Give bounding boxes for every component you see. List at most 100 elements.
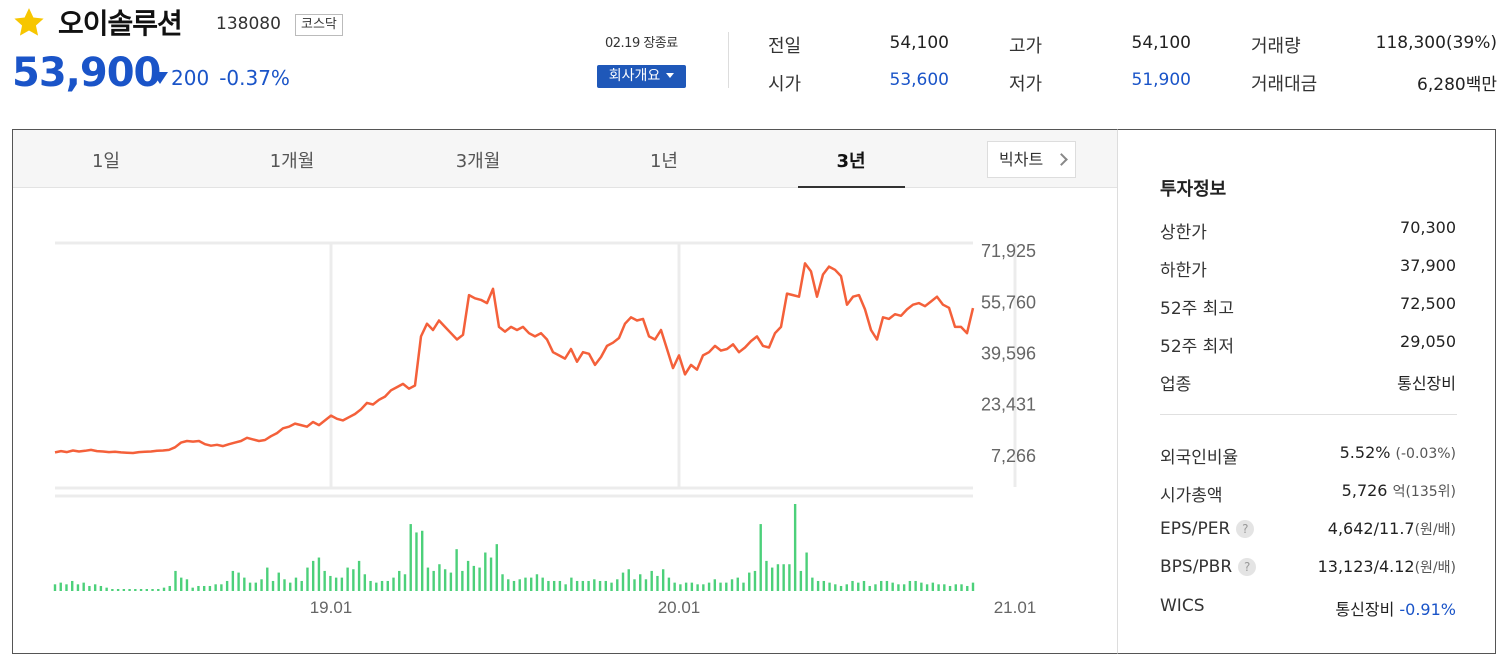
price-chart: 19.01 20.01 21.01 71,925 55,760 39,596 23,431 7… bbox=[53, 241, 1036, 617]
volume-label: 거래량 bbox=[1251, 36, 1301, 57]
volume-bar bbox=[828, 582, 831, 591]
volume-bar bbox=[134, 589, 137, 591]
volume-bar bbox=[547, 580, 550, 591]
high-value: 54,100 bbox=[1131, 33, 1191, 53]
market-cap-unit: 억 bbox=[1392, 484, 1406, 500]
volume-bar bbox=[713, 579, 717, 591]
volume-bar bbox=[375, 582, 378, 591]
lower-limit-label: 하한가 bbox=[1160, 261, 1207, 281]
volume-bar bbox=[581, 580, 585, 591]
upper-limit-value: 70,300 bbox=[1400, 218, 1456, 237]
volume-bar bbox=[197, 585, 200, 591]
volume-bar bbox=[639, 574, 642, 591]
volume-bar bbox=[168, 585, 171, 591]
upper-limit-label: 상한가 bbox=[1160, 223, 1207, 243]
volume-bar bbox=[616, 579, 619, 591]
volume-bar bbox=[421, 530, 424, 591]
market-cap-rank: (135위) bbox=[1405, 484, 1456, 500]
company-overview-button[interactable]: 회사개요 bbox=[597, 65, 686, 88]
eps-per-number: 4,642/11.7 bbox=[1327, 519, 1415, 538]
volume-bar bbox=[438, 564, 441, 591]
tab-3years[interactable]: 3년 bbox=[836, 151, 866, 172]
volume-bar bbox=[564, 584, 567, 591]
bps-pbr-value: 13,123/4.12(원/배) bbox=[1318, 557, 1456, 577]
y-tick-label: 71,925 bbox=[981, 241, 1036, 261]
volume-bar bbox=[822, 580, 826, 591]
volume-bar bbox=[466, 560, 470, 591]
volume-bar bbox=[707, 582, 711, 591]
volume-bar bbox=[966, 585, 969, 591]
volume-bar bbox=[392, 577, 395, 591]
volume-bar bbox=[306, 567, 309, 591]
volume-bar bbox=[627, 569, 630, 591]
market-cap-value: 5,726 억(135위) bbox=[1342, 481, 1456, 501]
bps-pbr-unit: (원/배) bbox=[1414, 560, 1456, 576]
volume-bar bbox=[202, 585, 206, 591]
volume-bar bbox=[644, 579, 648, 591]
volume-bar bbox=[811, 577, 814, 591]
active-tab-indicator bbox=[798, 186, 905, 188]
volume-bar bbox=[300, 580, 303, 591]
volume-bar bbox=[524, 577, 527, 591]
volume-bar bbox=[105, 587, 108, 591]
sector-value[interactable]: 통신장비 bbox=[1397, 374, 1456, 393]
volume-bar bbox=[180, 577, 183, 591]
help-icon[interactable]: ? bbox=[1236, 520, 1255, 538]
open-label: 시가 bbox=[768, 74, 802, 95]
star-icon[interactable] bbox=[12, 6, 46, 40]
volume-bar bbox=[897, 584, 900, 591]
y-tick-label: 23,431 bbox=[981, 395, 1036, 415]
volume-bar bbox=[925, 584, 929, 591]
stock-name[interactable]: 오이솔루션 bbox=[58, 7, 183, 40]
volume-bar bbox=[604, 580, 607, 591]
volume-bar bbox=[317, 557, 321, 591]
volume-bar bbox=[76, 584, 80, 591]
wics-change: -0.91% bbox=[1399, 600, 1456, 619]
help-icon[interactable]: ? bbox=[1238, 558, 1257, 576]
volume-bar bbox=[793, 504, 797, 591]
volume-bar bbox=[736, 577, 739, 591]
volume-bar bbox=[489, 557, 493, 591]
volume-bar bbox=[931, 582, 935, 591]
volume-bar bbox=[702, 584, 705, 591]
volume-bar bbox=[116, 589, 120, 591]
volume-bar bbox=[346, 567, 349, 591]
volume-bar bbox=[633, 579, 636, 591]
volume-bar bbox=[369, 580, 372, 591]
high-52w-value: 72,500 bbox=[1400, 294, 1456, 313]
volume-bar bbox=[162, 587, 166, 591]
stock-code: 138080 bbox=[216, 14, 281, 34]
volume-bar bbox=[885, 580, 889, 591]
volume-bar bbox=[398, 570, 401, 591]
volume-bar bbox=[874, 584, 877, 591]
volume-bar bbox=[960, 584, 963, 591]
volume-bar bbox=[237, 572, 240, 591]
tab-1day[interactable]: 1일 bbox=[91, 151, 120, 172]
eps-per-label: EPS/PER? bbox=[1160, 519, 1255, 539]
divider bbox=[728, 32, 729, 88]
volume-bar bbox=[788, 564, 791, 591]
volume-bar bbox=[575, 580, 579, 591]
y-tick-label: 55,760 bbox=[981, 292, 1036, 312]
tab-1year[interactable]: 1년 bbox=[649, 151, 678, 172]
volume-bar bbox=[334, 577, 338, 591]
volume-bar bbox=[667, 577, 671, 591]
big-chart-label: 빅차트 bbox=[999, 150, 1044, 169]
low-value: 51,900 bbox=[1131, 70, 1191, 90]
tab-1month[interactable]: 1개월 bbox=[269, 151, 315, 172]
volume-bar bbox=[426, 567, 430, 591]
wics-sector[interactable]: 통신장비 bbox=[1335, 600, 1395, 619]
high-52w-label: 52주 최고 bbox=[1160, 299, 1234, 319]
bps-pbr-label: BPS/PBR? bbox=[1160, 557, 1257, 577]
tab-3months[interactable]: 3개월 bbox=[455, 151, 501, 172]
change-amount: 200 bbox=[171, 66, 210, 90]
big-chart-button[interactable]: 빅차트 bbox=[987, 141, 1076, 178]
volume-bar bbox=[403, 574, 407, 591]
eps-per-value: 4,642/11.7(원/배) bbox=[1328, 519, 1456, 539]
investment-info-panel: 투자정보 상한가 70,300 하한가 37,900 52주 최고 72,500… bbox=[1117, 129, 1496, 654]
volume-bar bbox=[839, 585, 843, 591]
sector-label: 업종 bbox=[1160, 375, 1192, 395]
volume-bar bbox=[891, 582, 894, 591]
volume-bar bbox=[254, 582, 258, 591]
period-tabs: 1일 1개월 3개월 1년 3년 빅차트 bbox=[13, 130, 1117, 188]
